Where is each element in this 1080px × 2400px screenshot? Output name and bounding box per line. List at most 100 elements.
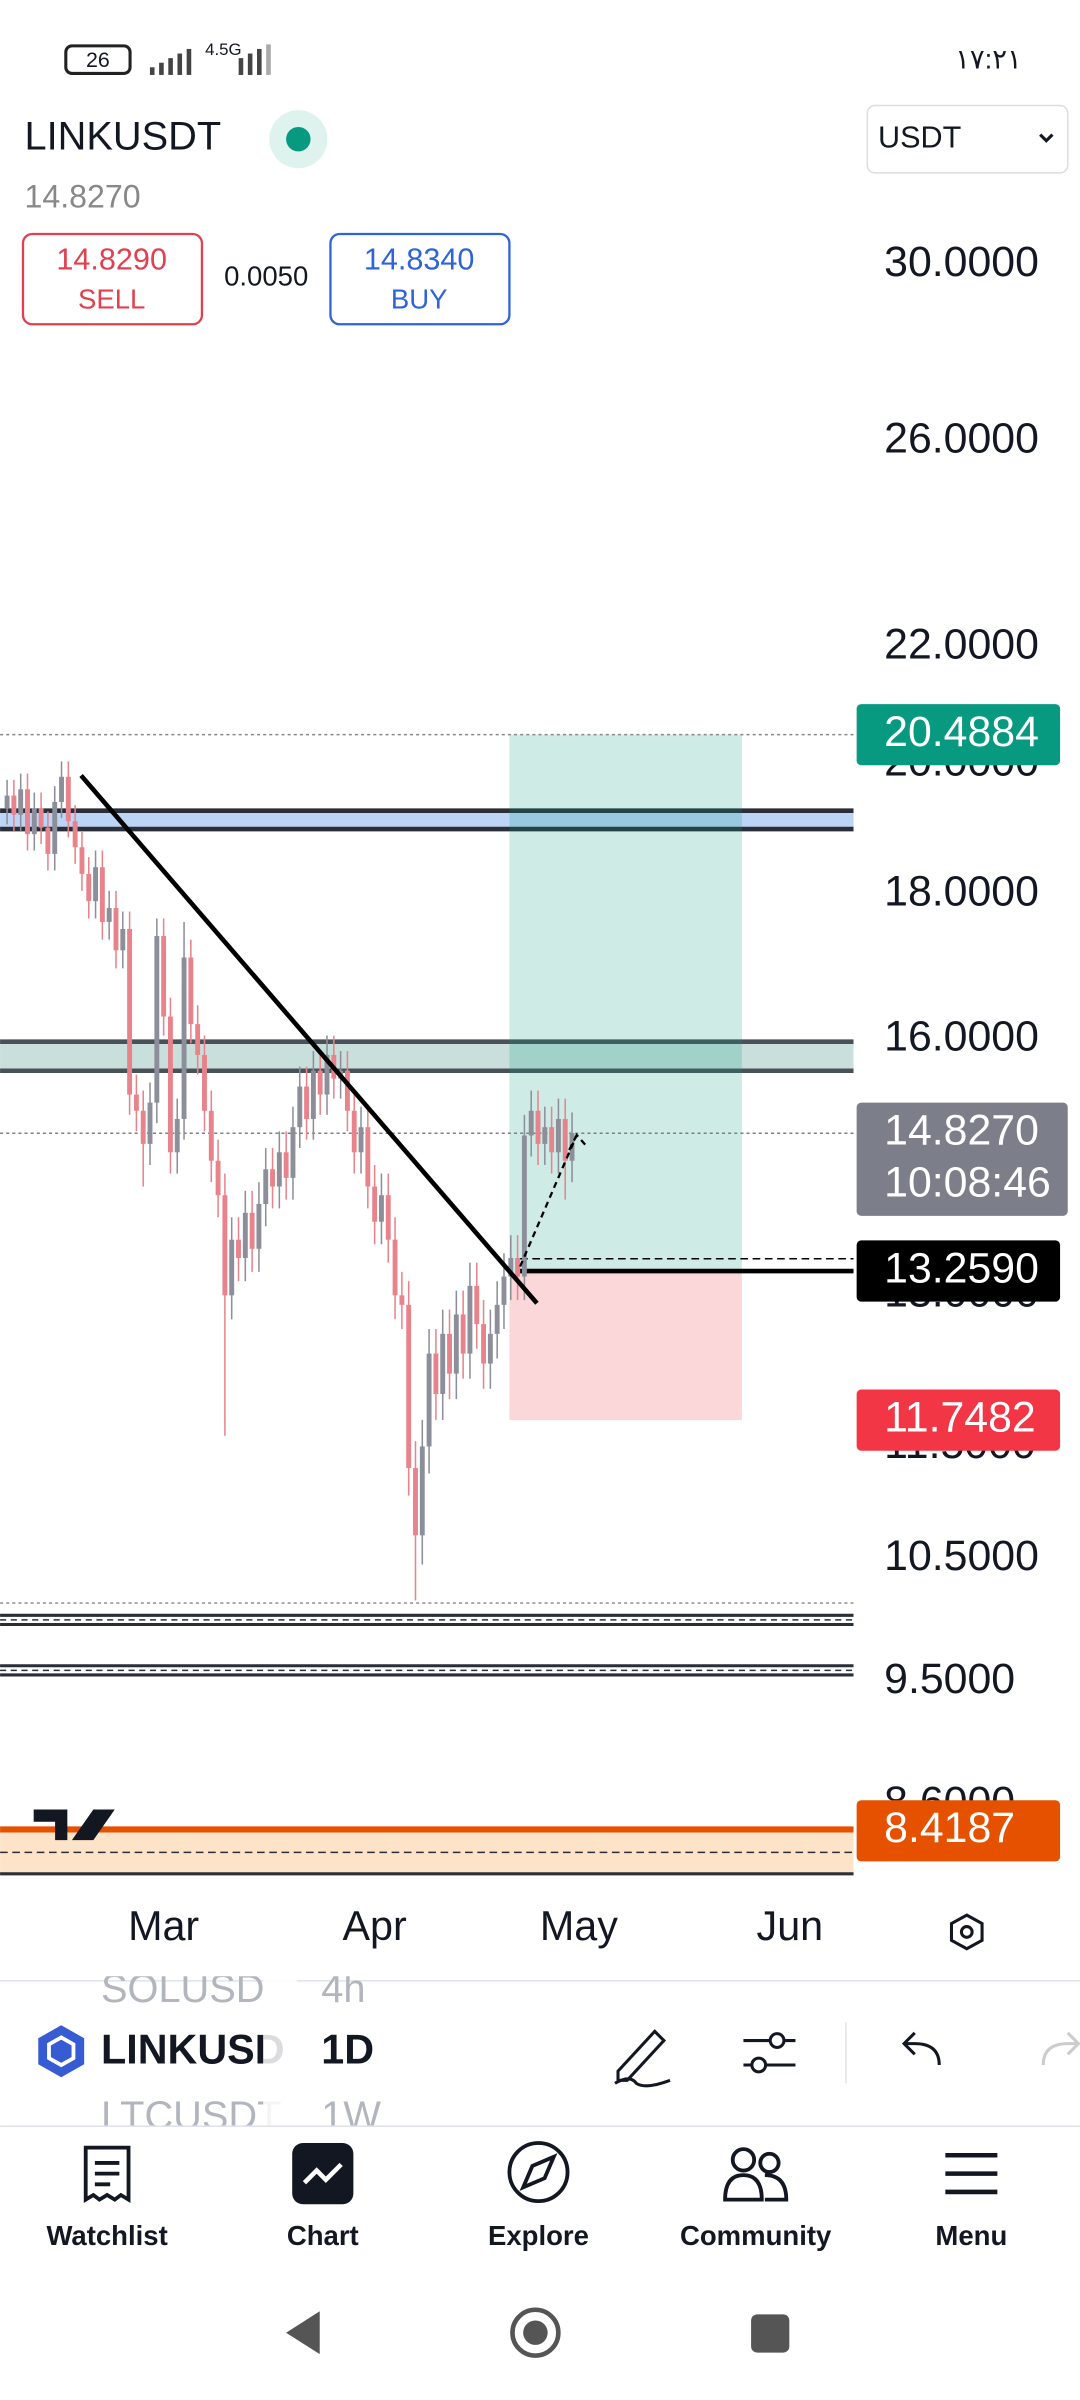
candle-body [154, 936, 160, 1103]
home-button-dot [523, 2320, 548, 2345]
nav-label[interactable]: Explore [488, 2220, 589, 2251]
candle-body [474, 1285, 480, 1325]
currency-select[interactable] [866, 104, 1069, 174]
logo [33, 1809, 115, 1841]
symbol[interactable]: LINKUSDT [25, 115, 222, 159]
candle-body [215, 1160, 221, 1196]
recents-button[interactable] [751, 2314, 790, 2353]
buy-button[interactable] [329, 232, 511, 326]
redo[interactable] [1041, 2031, 1080, 2066]
y-tick-label: 30.0000 [884, 238, 1039, 286]
candle-body [31, 808, 37, 835]
interval-option[interactable]: 1W [321, 2094, 381, 2138]
watchlist-icon[interactable] [83, 2145, 131, 2203]
chart-icon-line [302, 2162, 343, 2185]
candle-body [174, 1118, 180, 1153]
status-bar: 26 4.5G ١٧:٢١ [64, 40, 1022, 75]
interval-selected[interactable]: 1D [321, 2027, 374, 2073]
menu-icon[interactable] [945, 2152, 998, 2195]
stop-tag-label: 11.7482 [884, 1393, 1036, 1441]
header: LINKUSDT 14.8270 USDT 14.8290 SELL 0.005… [21, 104, 1069, 326]
nav-label[interactable]: Menu [935, 2220, 1007, 2251]
sell-button[interactable] [21, 232, 204, 326]
candle-body [494, 1304, 500, 1334]
candle-body [501, 1276, 507, 1305]
candle-body [562, 1118, 568, 1161]
settings-icon-dot [959, 1925, 974, 1939]
stop-tag [856, 1389, 1061, 1451]
candle-body [127, 928, 133, 1095]
candle-body [433, 1353, 439, 1394]
y-tick-label: 10.5000 [884, 1532, 1039, 1580]
candle-body [358, 1127, 364, 1153]
coin-icon [47, 2035, 76, 2068]
candle-body [406, 1304, 412, 1469]
candle-body [195, 1024, 201, 1055]
undo[interactable] [901, 2031, 941, 2066]
candle-body [297, 1086, 303, 1128]
symbol-selected[interactable]: LINKUSD [101, 2027, 285, 2073]
candle-body [317, 1070, 323, 1095]
loss-zone [509, 1271, 742, 1421]
clock: ١٧:٢١ [955, 43, 1022, 74]
candle-body [188, 957, 194, 1025]
symbol-option[interactable]: LTCUSDT [101, 2094, 281, 2138]
candle-body [236, 1239, 241, 1258]
x-tick-label: May [540, 1903, 618, 1949]
target-tag-label: 20.4884 [884, 708, 1039, 756]
candle-body [365, 1127, 371, 1187]
candle-body [72, 821, 78, 848]
candle-body [419, 1446, 425, 1536]
candle-body [65, 776, 71, 822]
candle-body [392, 1239, 398, 1296]
projection-line [519, 1132, 589, 1267]
candle-body [11, 795, 17, 815]
candle-body [147, 1102, 153, 1144]
drawings [0, 733, 854, 1876]
candle-body [487, 1333, 493, 1364]
candle-body [202, 1054, 207, 1111]
candle-body [113, 908, 119, 951]
candle-body [535, 1110, 541, 1144]
x-tick-label: Jun [757, 1903, 824, 1949]
last-price: 14.8270 [25, 178, 141, 214]
target-tag [856, 704, 1061, 766]
y-tick-label: 16.0000 [884, 1013, 1039, 1061]
symbol-option[interactable]: SOLUSD [101, 1967, 265, 2011]
candle-body [467, 1285, 473, 1354]
candle-body [460, 1314, 466, 1354]
settings-icon[interactable] [949, 1913, 984, 1951]
candle-body [140, 1110, 146, 1144]
nav-label[interactable]: Chart [287, 2220, 359, 2251]
home-button[interactable] [510, 2307, 561, 2358]
interval-option[interactable]: 4h [321, 1967, 365, 2011]
explore-icon[interactable] [507, 2141, 570, 2204]
alert-tag [856, 1800, 1061, 1862]
draw-tool[interactable] [614, 2029, 671, 2088]
nav-label[interactable]: Community [680, 2220, 832, 2251]
candle-body [508, 1257, 514, 1277]
candle-body [25, 789, 30, 835]
community-icon[interactable] [723, 2147, 789, 2202]
candle-body [256, 1204, 262, 1249]
candle-body [4, 795, 10, 809]
nav-label[interactable]: Watchlist [46, 2220, 167, 2251]
candle-body [242, 1212, 248, 1258]
candle-body [542, 1127, 548, 1144]
candle-body [86, 873, 92, 902]
x-tick-label: Mar [128, 1903, 199, 1949]
candle-body [208, 1110, 214, 1161]
candle-body [385, 1195, 391, 1240]
candle-body [310, 1070, 316, 1119]
back-button[interactable] [286, 2311, 320, 2355]
candle-body [453, 1314, 459, 1374]
candle-body [52, 801, 58, 854]
candle-body [549, 1127, 555, 1153]
y-tick-label: 22.0000 [884, 620, 1039, 668]
candle-body [59, 776, 64, 802]
system-nav [286, 2307, 790, 2358]
indicators-tool[interactable] [743, 2032, 796, 2074]
sell-label: SELL [78, 284, 145, 315]
